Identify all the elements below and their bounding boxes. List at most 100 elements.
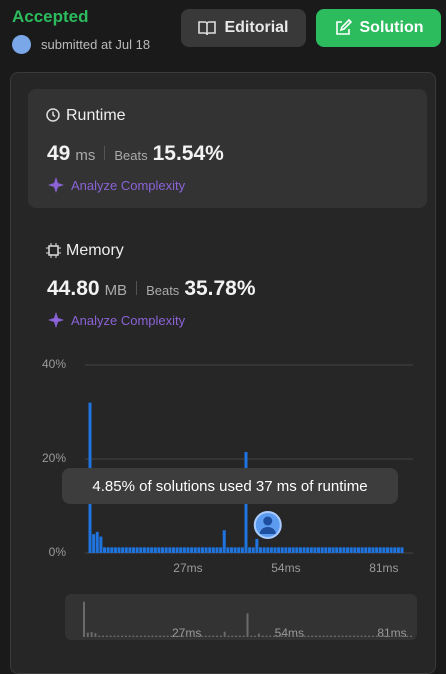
minimap-bar <box>257 633 260 637</box>
minimap-bar <box>128 635 131 637</box>
minimap-bar <box>159 635 162 637</box>
bar <box>182 547 186 553</box>
bar <box>128 547 132 553</box>
minimap-bar <box>250 635 253 637</box>
bar <box>313 547 317 553</box>
minimap-bar <box>83 601 85 637</box>
bar <box>385 547 389 553</box>
bar <box>95 531 99 553</box>
sparkle-icon <box>48 312 64 328</box>
editorial-button[interactable]: Editorial <box>181 9 306 47</box>
minimap-bar <box>113 635 116 637</box>
x-tick-label: 54ms <box>271 561 300 575</box>
minimap-bar <box>398 635 401 637</box>
bar <box>153 547 157 553</box>
minimap-bar <box>143 635 146 637</box>
minimap-bar <box>311 635 314 637</box>
bar <box>135 547 139 553</box>
minimap-bar <box>117 635 120 637</box>
minimap-bar <box>212 635 215 637</box>
analyze-link[interactable]: Analyze Complexity <box>71 313 186 328</box>
minimap-bar <box>288 635 291 637</box>
editorial-label: Editorial <box>224 19 289 36</box>
x-tick-label: 27ms <box>173 561 202 575</box>
separator <box>104 146 106 160</box>
bar <box>400 547 404 553</box>
bar <box>197 547 201 553</box>
minimap-bar <box>265 635 268 637</box>
minimap-bar <box>360 635 363 637</box>
minimap-bar <box>216 635 219 637</box>
minimap-bar <box>235 635 238 637</box>
minimap-bar <box>356 635 359 637</box>
minimap-bar <box>383 635 386 637</box>
user-marker-body <box>259 527 276 534</box>
minimap-bar <box>379 635 382 637</box>
minimap-bar <box>273 635 276 637</box>
page: {"header": {"status": "Accepted", "submi… <box>10 7 441 674</box>
bar <box>327 547 331 553</box>
bar <box>346 547 350 553</box>
bar <box>164 547 168 553</box>
minimap-bar <box>303 635 306 637</box>
bar <box>150 547 154 553</box>
bar <box>186 547 190 553</box>
minimap-bar <box>292 635 295 637</box>
bar <box>262 547 266 553</box>
bar <box>110 547 114 553</box>
solution-button[interactable]: Solution <box>316 9 441 47</box>
bar <box>175 547 179 553</box>
minimap-bar <box>109 635 112 637</box>
minimap-bar <box>185 635 188 637</box>
bar <box>360 547 364 553</box>
minimap-bar <box>261 635 264 637</box>
bar <box>291 547 295 553</box>
minimap-bar <box>132 635 135 637</box>
minimap-bar <box>105 635 108 637</box>
separator <box>136 281 138 295</box>
minimap-bar <box>254 635 257 637</box>
bar <box>280 547 284 553</box>
minimap-bar <box>102 635 105 637</box>
bar <box>342 547 346 553</box>
bar <box>331 547 335 553</box>
minimap-bar <box>193 635 196 637</box>
bar <box>335 547 339 553</box>
minimap-bar <box>280 635 283 637</box>
bar <box>295 547 299 553</box>
minimap-bar <box>155 635 158 637</box>
minimap-bar <box>375 635 378 637</box>
bar <box>353 547 357 553</box>
bar <box>215 547 219 553</box>
bar <box>349 547 353 553</box>
minimap-bar <box>242 635 245 637</box>
minimap-bar <box>178 635 181 637</box>
bar <box>124 547 128 553</box>
minimap-bar <box>307 635 310 637</box>
analyze-link[interactable]: Analyze Complexity <box>71 178 186 193</box>
bar <box>338 547 342 553</box>
bar <box>302 547 306 553</box>
minimap-bar <box>410 635 412 637</box>
submitted-date: submitted at Jul 18 <box>41 37 151 52</box>
memory-stats: 44.80 MB Beats 35.78% <box>47 277 256 301</box>
bar <box>161 547 165 553</box>
bar <box>92 534 96 553</box>
bar <box>309 547 313 553</box>
minimap-bar <box>189 635 192 637</box>
beats-label: Beats <box>114 148 148 163</box>
bar <box>157 547 161 553</box>
minimap-bar <box>227 635 230 637</box>
memory-beats: 35.78% <box>184 277 256 300</box>
bar <box>229 547 233 553</box>
bar <box>117 547 121 553</box>
minimap-bar <box>246 613 249 637</box>
tooltip-box <box>62 468 398 504</box>
minimap-bar <box>94 633 97 637</box>
bar <box>367 547 371 553</box>
bar <box>364 547 368 553</box>
bar <box>132 547 136 553</box>
minimap-bar <box>200 635 203 637</box>
minimap-tick-label: 54ms <box>275 626 304 640</box>
runtime-title: Runtime <box>66 107 126 124</box>
